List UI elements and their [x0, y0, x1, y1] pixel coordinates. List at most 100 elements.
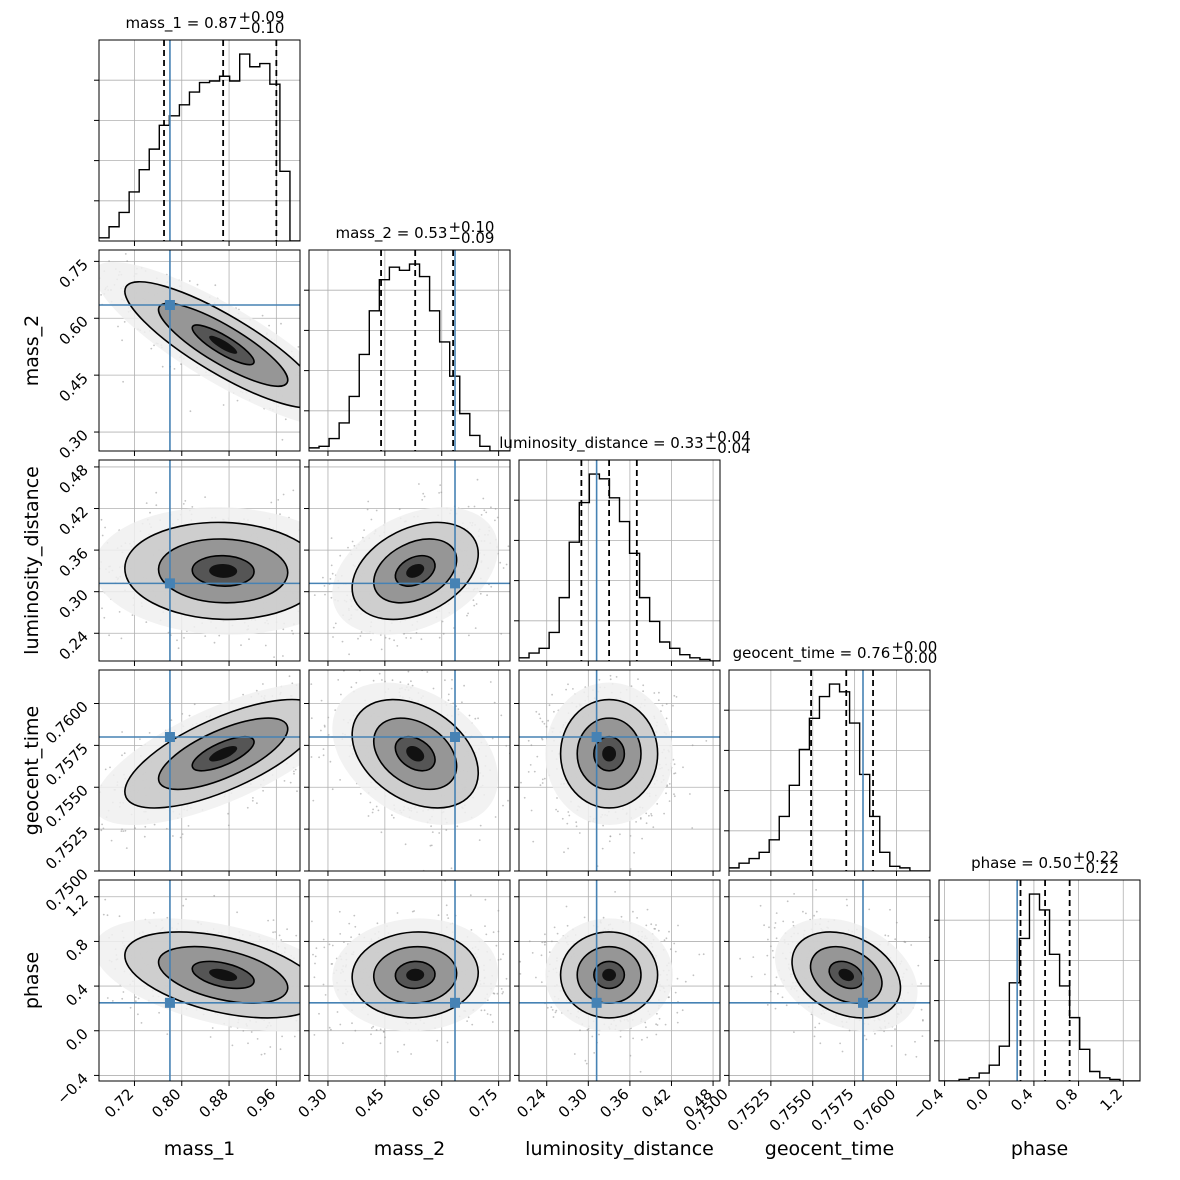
- sample-point: [602, 824, 604, 827]
- sample-point: [513, 776, 515, 778]
- sample-point: [177, 647, 180, 650]
- panel-mass_2-vs-geocent_time: [304, 669, 515, 876]
- sample-point: [342, 662, 344, 664]
- sample-point: [58, 535, 60, 537]
- sample-point: [575, 821, 578, 824]
- sample-point: [422, 492, 425, 495]
- sample-point: [409, 637, 412, 639]
- sample-point: [293, 770, 295, 773]
- sample-point: [93, 531, 95, 533]
- sample-point: [468, 714, 471, 717]
- sample-point: [629, 868, 632, 870]
- sample-point: [302, 964, 304, 966]
- sample-point: [657, 699, 660, 702]
- sample-point: [439, 484, 442, 486]
- sample-point: [339, 554, 342, 557]
- sample-point: [305, 546, 307, 548]
- sample-point: [182, 904, 185, 907]
- sample-point: [472, 599, 475, 602]
- sample-point: [227, 824, 230, 827]
- sample-point: [101, 534, 104, 537]
- sample-point: [263, 1052, 266, 1055]
- sample-point: [102, 827, 105, 830]
- x-tick-label: 0.72: [101, 1085, 137, 1121]
- sample-point: [108, 634, 110, 637]
- sample-point: [438, 492, 440, 494]
- sample-point: [289, 781, 292, 784]
- sample-point: [362, 536, 364, 539]
- sample-point: [490, 506, 492, 509]
- sample-point: [117, 325, 119, 328]
- sample-point: [502, 804, 504, 807]
- sample-point: [50, 570, 52, 572]
- histogram-steps: [729, 683, 930, 871]
- sample-point: [348, 653, 350, 656]
- sample-point: [150, 347, 153, 350]
- sample-point: [479, 592, 482, 595]
- panel-frame: [518, 459, 721, 662]
- sample-point: [630, 685, 633, 688]
- sample-point: [255, 689, 258, 692]
- sample-point: [155, 504, 158, 507]
- panel-frame: [308, 249, 511, 452]
- sample-point: [301, 377, 303, 379]
- sample-point: [69, 247, 71, 249]
- sample-point: [478, 839, 481, 841]
- sample-point: [301, 405, 303, 407]
- sample-point: [313, 594, 316, 596]
- sample-point: [173, 368, 176, 370]
- sample-point: [88, 575, 90, 577]
- sample-point: [134, 1000, 137, 1003]
- sample-point: [629, 835, 632, 837]
- sample-point: [494, 519, 496, 522]
- sample-point: [666, 785, 668, 788]
- sample-point: [105, 244, 107, 246]
- sample-point: [120, 830, 123, 832]
- sample-point: [404, 843, 407, 846]
- sample-point: [367, 815, 370, 817]
- sample-point: [392, 816, 395, 819]
- sample-point: [407, 670, 410, 673]
- sample-point: [301, 420, 303, 422]
- sample-point: [303, 750, 305, 752]
- sample-point: [84, 258, 86, 260]
- sample-point: [89, 294, 91, 296]
- panel-frame: [308, 669, 511, 872]
- sample-point: [682, 766, 684, 769]
- sample-point: [274, 931, 276, 933]
- sample-point: [341, 640, 344, 643]
- sample-point: [635, 821, 637, 823]
- sample-point: [384, 636, 387, 639]
- sample-point: [473, 604, 476, 607]
- panel-background: [99, 40, 300, 241]
- truth-marker: [164, 578, 175, 589]
- sample-point: [380, 831, 383, 834]
- y-tick-label: 0.8: [62, 936, 92, 966]
- sample-point: [527, 739, 530, 742]
- sample-point: [176, 639, 178, 642]
- sample-point: [318, 756, 320, 759]
- sample-point: [502, 991, 504, 993]
- sample-point: [110, 839, 113, 842]
- sample-point: [294, 768, 297, 771]
- panel-frame: [98, 879, 301, 1082]
- sample-point: [527, 771, 530, 773]
- sample-point: [366, 508, 369, 511]
- sample-point: [76, 584, 78, 586]
- sample-point: [304, 961, 306, 963]
- sample-point: [264, 644, 267, 647]
- sample-point: [615, 676, 618, 678]
- sample-point: [306, 720, 308, 722]
- sample-point: [500, 714, 503, 717]
- sample-point: [310, 663, 312, 665]
- histogram-steps: [309, 263, 510, 451]
- sample-point: [323, 946, 326, 949]
- sample-point: [121, 731, 123, 733]
- sample-point: [656, 803, 659, 805]
- sample-point: [304, 714, 306, 716]
- sample-point: [161, 365, 164, 368]
- sample-point: [104, 768, 107, 771]
- sample-point: [351, 540, 354, 543]
- sample-point: [541, 782, 544, 784]
- sample-point: [507, 799, 509, 802]
